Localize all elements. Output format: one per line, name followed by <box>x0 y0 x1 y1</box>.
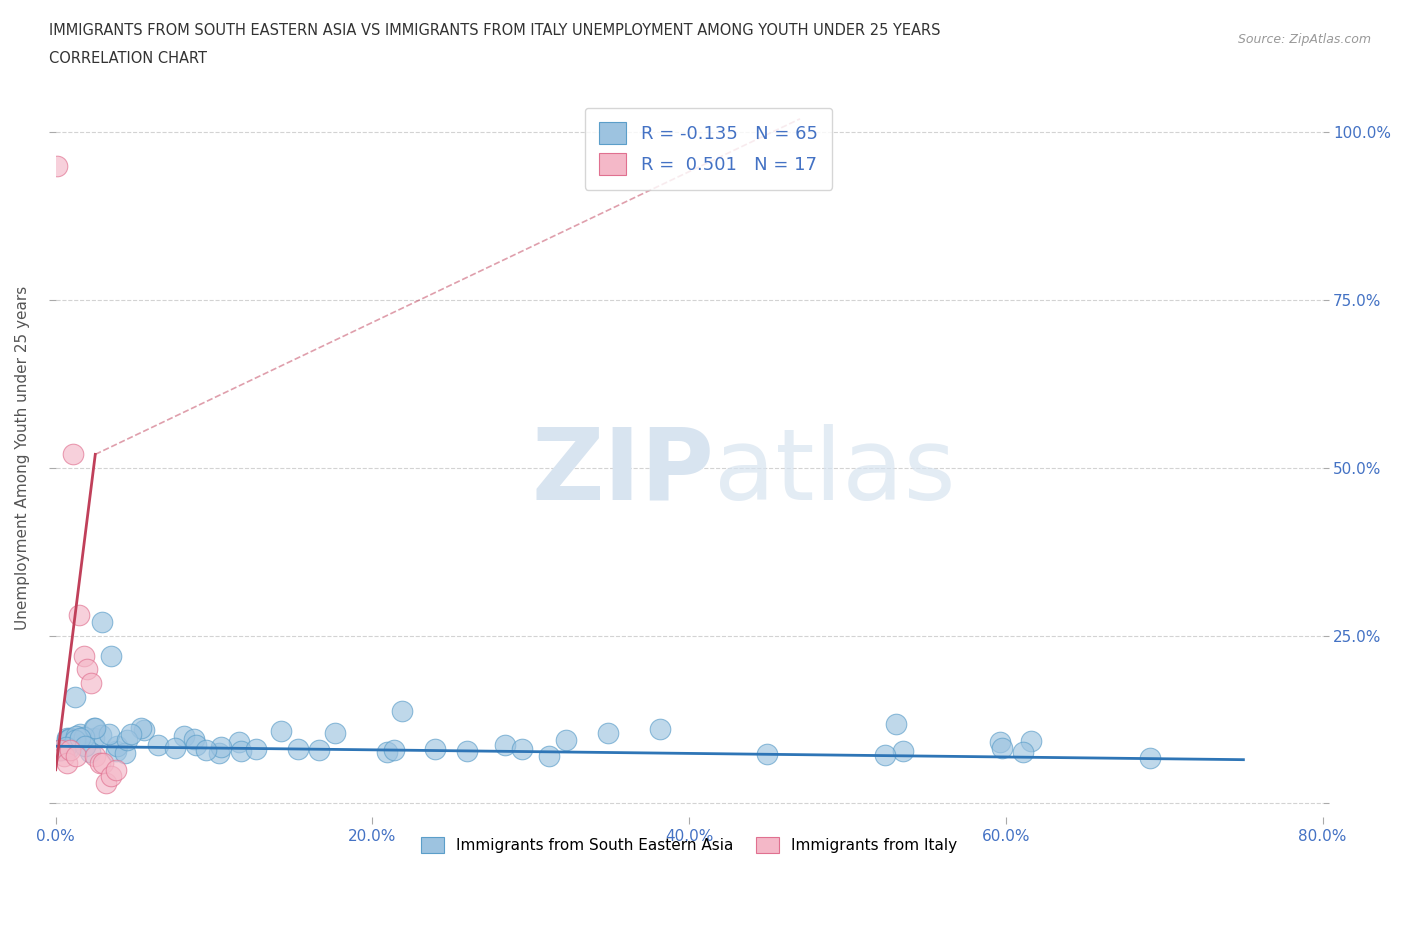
Point <box>91 615 114 630</box>
Point <box>69 608 91 623</box>
Point <box>62 447 84 462</box>
Point <box>75 739 97 754</box>
Point <box>231 743 253 758</box>
Point <box>104 744 127 759</box>
Point <box>134 723 156 737</box>
Point <box>105 739 128 754</box>
Point <box>114 746 136 761</box>
Point <box>423 742 446 757</box>
Point <box>90 727 112 742</box>
Point <box>104 763 127 777</box>
Point <box>59 742 82 757</box>
Point <box>100 769 122 784</box>
Point <box>756 747 779 762</box>
Point <box>49 742 72 757</box>
Point <box>56 733 79 748</box>
Point <box>991 740 1014 755</box>
Point <box>49 742 72 757</box>
Point <box>270 724 292 738</box>
Point <box>873 748 896 763</box>
Point <box>891 743 914 758</box>
Point <box>46 158 69 173</box>
Point <box>56 731 79 746</box>
Point <box>287 741 309 756</box>
Point <box>58 740 80 755</box>
Point <box>58 732 80 747</box>
Point <box>69 730 91 745</box>
Point <box>382 743 405 758</box>
Point <box>163 741 186 756</box>
Point <box>375 745 398 760</box>
Point <box>598 725 620 740</box>
Point <box>1021 734 1043 749</box>
Point <box>84 721 107 736</box>
Point <box>194 742 217 757</box>
Point <box>391 703 413 718</box>
Point <box>83 721 105 736</box>
Text: ZIP: ZIP <box>531 423 714 521</box>
Point <box>84 749 107 764</box>
Point <box>59 731 82 746</box>
Point <box>65 689 87 704</box>
Point <box>245 741 267 756</box>
Point <box>988 735 1011 750</box>
Point <box>494 737 516 752</box>
Point <box>83 731 105 746</box>
Point <box>52 749 75 764</box>
Point <box>323 726 346 741</box>
Y-axis label: Unemployment Among Youth under 25 years: Unemployment Among Youth under 25 years <box>15 286 30 630</box>
Point <box>184 737 207 752</box>
Point <box>884 717 907 732</box>
Point <box>79 745 101 760</box>
Point <box>48 742 70 757</box>
Point <box>228 734 250 749</box>
Text: Source: ZipAtlas.com: Source: ZipAtlas.com <box>1237 33 1371 46</box>
Point <box>79 675 101 690</box>
Point <box>129 721 152 736</box>
Point <box>76 661 98 676</box>
Point <box>96 776 118 790</box>
Point <box>211 739 233 754</box>
Point <box>55 755 77 770</box>
Point <box>89 755 111 770</box>
Point <box>648 722 671 737</box>
Point <box>55 740 77 755</box>
Point <box>1139 751 1161 765</box>
Point <box>73 648 96 663</box>
Point <box>120 726 142 741</box>
Point <box>65 732 87 747</box>
Point <box>97 726 120 741</box>
Point <box>183 731 205 746</box>
Point <box>91 755 114 770</box>
Point <box>308 743 330 758</box>
Text: atlas: atlas <box>714 423 956 521</box>
Point <box>554 733 576 748</box>
Point <box>65 749 87 764</box>
Point <box>173 729 195 744</box>
Point <box>69 726 91 741</box>
Point <box>537 749 560 764</box>
Point <box>1011 744 1033 759</box>
Point <box>456 743 478 758</box>
Point <box>65 728 87 743</box>
Text: CORRELATION CHART: CORRELATION CHART <box>49 51 207 66</box>
Point <box>100 648 122 663</box>
Point <box>73 729 96 744</box>
Point <box>146 737 169 752</box>
Point <box>117 733 139 748</box>
Point <box>207 746 229 761</box>
Text: IMMIGRANTS FROM SOUTH EASTERN ASIA VS IMMIGRANTS FROM ITALY UNEMPLOYMENT AMONG Y: IMMIGRANTS FROM SOUTH EASTERN ASIA VS IM… <box>49 23 941 38</box>
Legend: Immigrants from South Eastern Asia, Immigrants from Italy: Immigrants from South Eastern Asia, Immi… <box>415 831 963 859</box>
Point <box>510 742 533 757</box>
